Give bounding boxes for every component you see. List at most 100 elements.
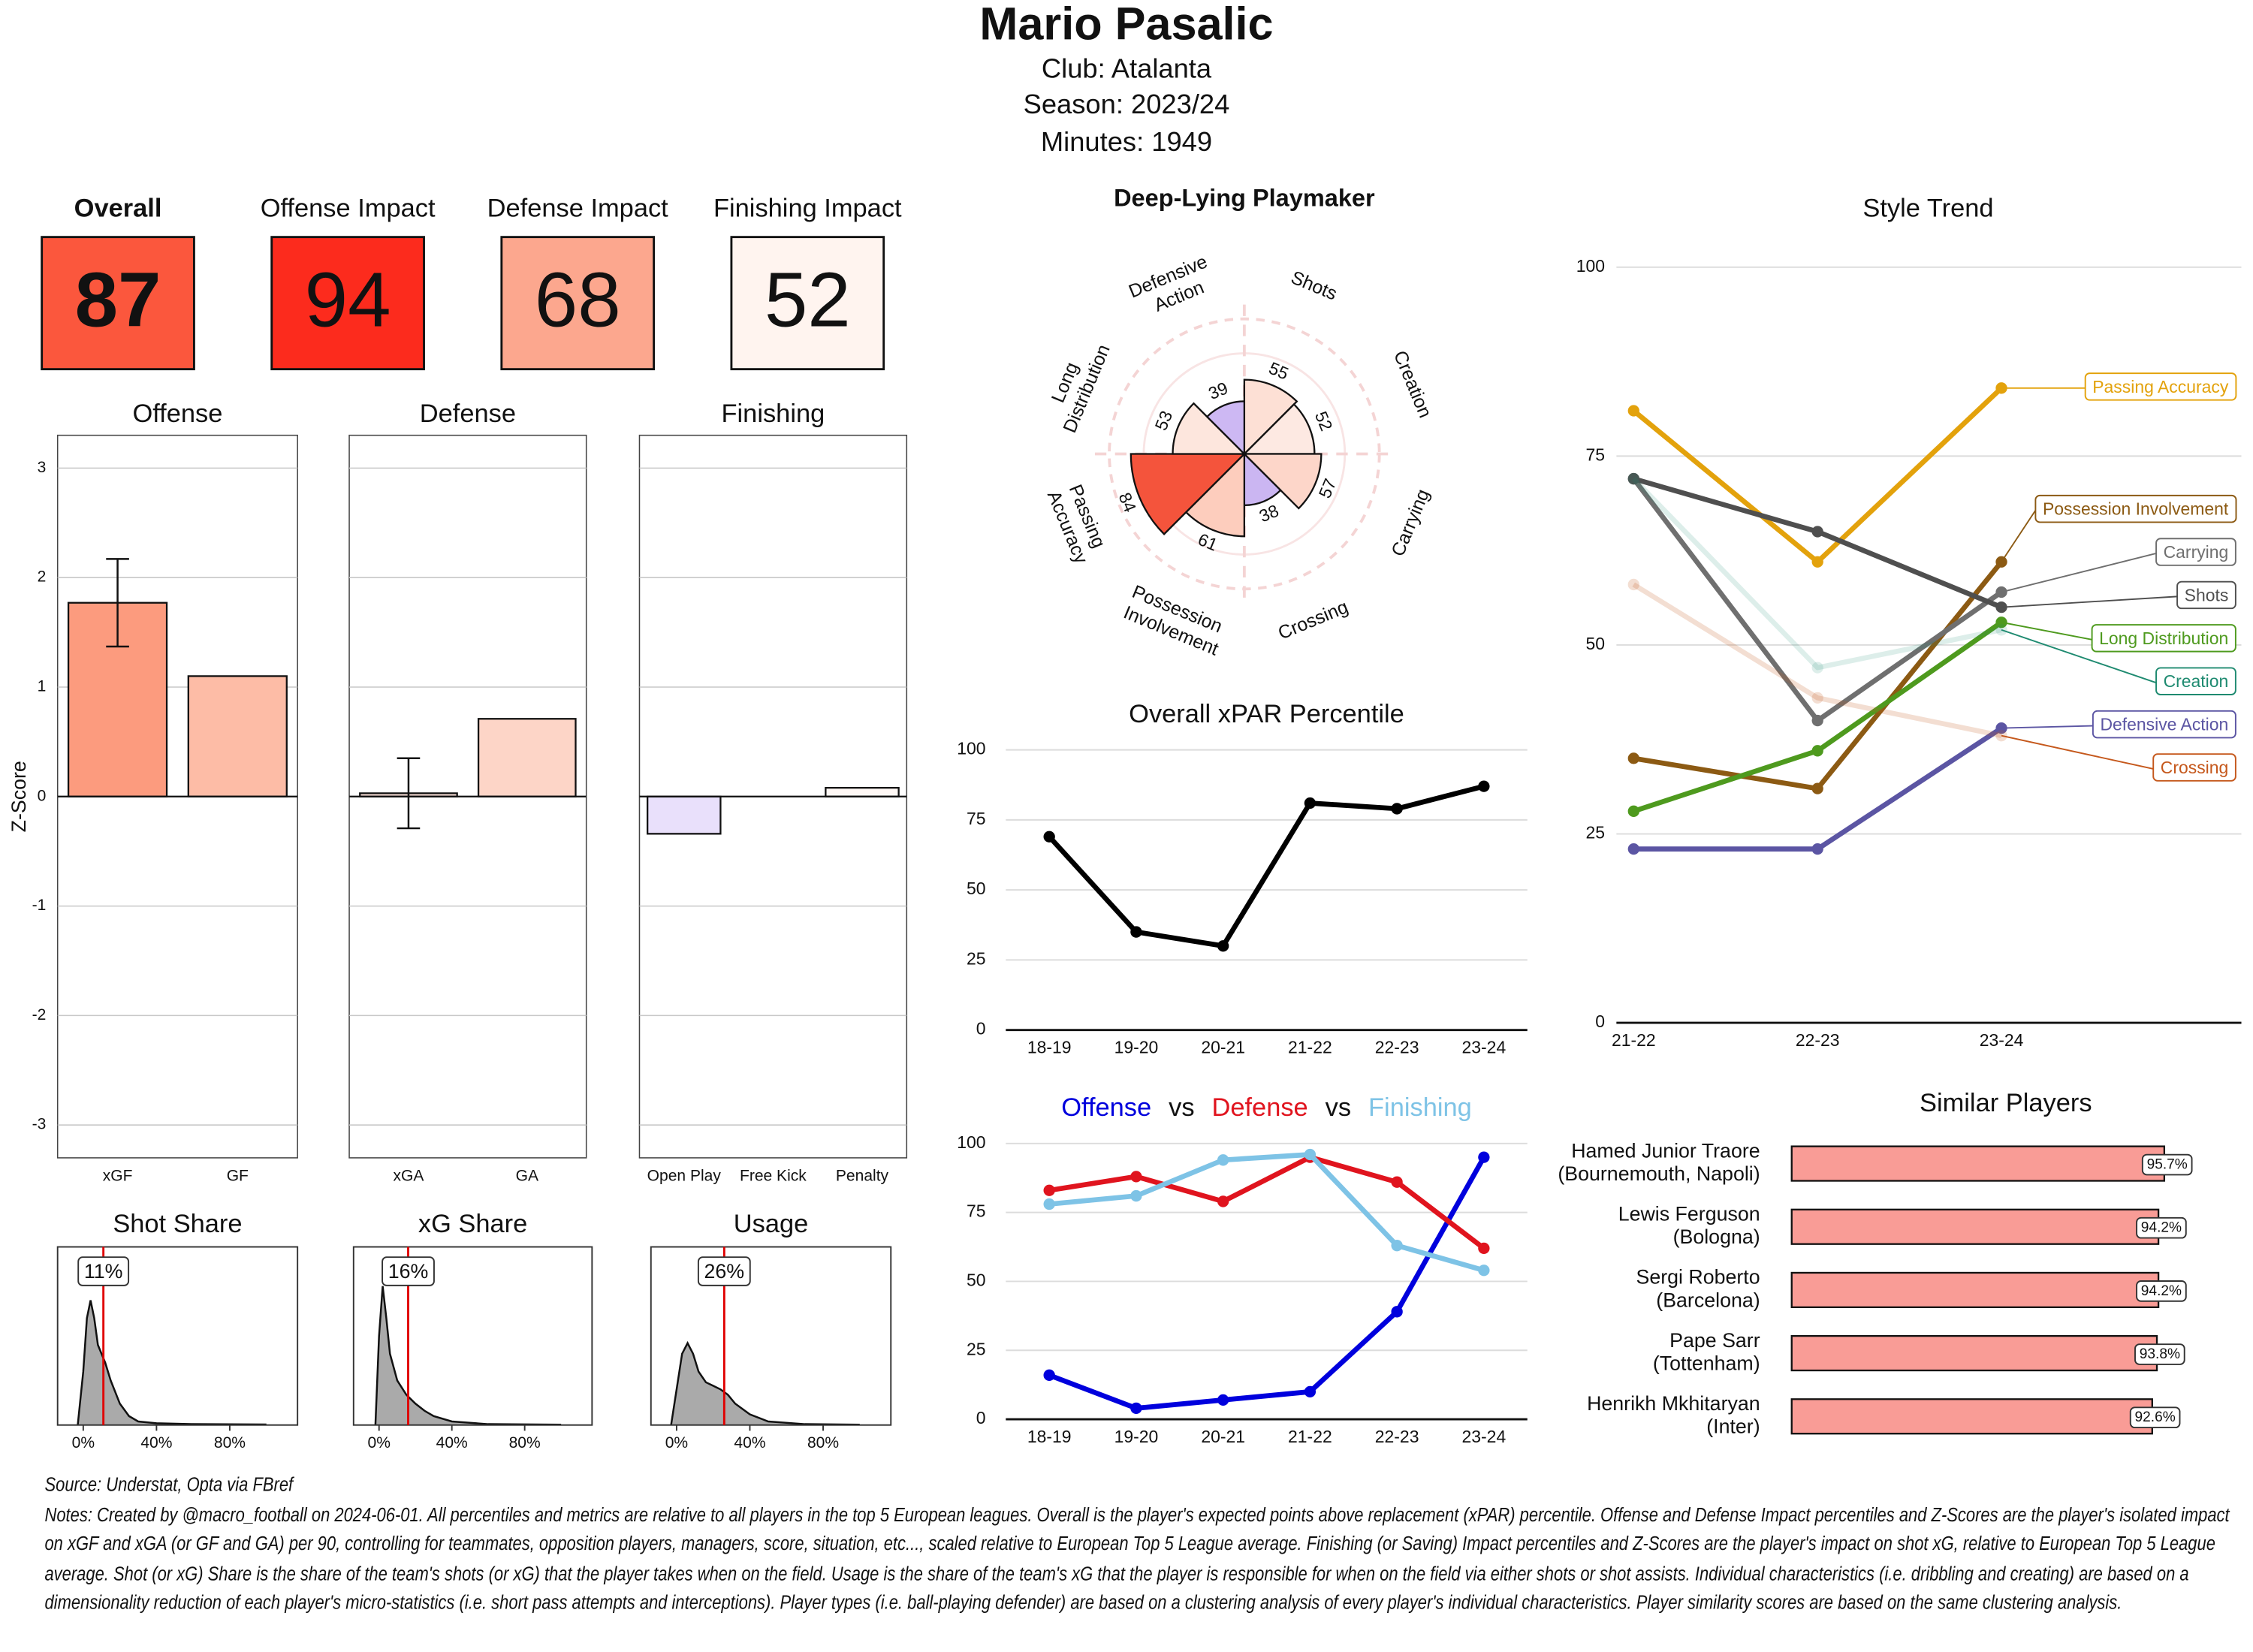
- density-area: [374, 1286, 562, 1426]
- bar: [1790, 1398, 2153, 1435]
- source: Source: Understat, Opta via FBref: [44, 1473, 294, 1496]
- legend-entry: Defense: [1211, 1093, 1307, 1122]
- error-bar: [397, 757, 421, 830]
- player-name: Pape Sarr: [1669, 1329, 1760, 1352]
- axis-label: Possession Involvement: [1120, 581, 1230, 660]
- label-box: [2092, 710, 2236, 739]
- chart-title: Deep-Lying Playmaker: [1114, 185, 1375, 212]
- series-point: [1391, 1176, 1403, 1188]
- player-team: (Bologna): [1673, 1225, 1760, 1248]
- season: Season: 2023/24: [1024, 89, 1230, 119]
- label-box: [2084, 372, 2237, 401]
- y-tick-label: 50: [1586, 634, 1606, 653]
- series-point: [1043, 831, 1055, 843]
- polar-bar: [1242, 453, 1323, 510]
- label-connector: [2001, 725, 2093, 729]
- series-point: [1811, 843, 1823, 855]
- x-tick-label: 19-20: [1114, 1038, 1159, 1057]
- axis-label: Crossing: [1275, 596, 1351, 644]
- panel-title: Finishing: [722, 399, 825, 428]
- panel-frame: [352, 1246, 593, 1426]
- series-point: [1811, 714, 1823, 727]
- score-box: [500, 236, 656, 371]
- x-tick-label: 0%: [72, 1434, 95, 1452]
- score-box: [41, 236, 195, 371]
- value-label: 39: [1205, 378, 1231, 403]
- series-point: [1217, 1195, 1229, 1207]
- polar-bar: [1243, 378, 1298, 457]
- value-label: 95.7%: [2147, 1157, 2188, 1173]
- series-point: [1627, 752, 1639, 764]
- label-box: [2034, 494, 2237, 523]
- x-tick-label: GA: [516, 1167, 538, 1184]
- series-line: [1048, 1156, 1486, 1411]
- bar: [647, 795, 722, 835]
- panel-title: Usage: [734, 1210, 809, 1238]
- y-tick-label: 75: [967, 1201, 986, 1221]
- axis-label: Creation: [1389, 348, 1436, 421]
- y-tick-label: 100: [1576, 256, 1605, 276]
- y-tick-label: 25: [1586, 823, 1606, 843]
- score-label: Finishing Impact: [713, 194, 902, 222]
- label-box: [2134, 1343, 2185, 1365]
- score-box: [730, 236, 885, 371]
- x-tick-label: 23-24: [1462, 1038, 1507, 1057]
- x-tick-label: 19-20: [1114, 1427, 1159, 1446]
- score-value: 68: [535, 256, 621, 343]
- y-tick-label: 1: [38, 678, 47, 695]
- legend-entry: Finishing: [1368, 1093, 1472, 1122]
- end-label: Shots: [2185, 585, 2229, 604]
- marker-label: 26%: [704, 1260, 745, 1283]
- series-point: [1391, 1240, 1403, 1252]
- x-tick-label: GF: [227, 1167, 249, 1184]
- series-point: [1217, 1394, 1229, 1406]
- bar: [477, 718, 577, 797]
- x-tick-label: 23-24: [1980, 1030, 2024, 1050]
- series-point: [1304, 797, 1317, 809]
- x-tick-label: 20-21: [1201, 1427, 1245, 1446]
- axis-label: Long Distribution: [1038, 333, 1114, 436]
- legend-entry: Offense: [1061, 1093, 1151, 1122]
- series-point: [1627, 578, 1639, 591]
- axis-label: Defensive Action: [1126, 249, 1224, 322]
- x-tick-label: 0%: [665, 1434, 688, 1452]
- label-connector: [2001, 553, 2157, 593]
- panel-frame: [650, 1246, 892, 1426]
- density-area: [670, 1340, 860, 1426]
- series-point: [1043, 1369, 1055, 1381]
- end-label: Passing Accuracy: [2092, 377, 2229, 396]
- series-point: [1304, 1148, 1317, 1161]
- player-team: (Barcelona): [1656, 1289, 1760, 1311]
- x-tick-label: 22-23: [1796, 1030, 1840, 1050]
- label-box: [2176, 580, 2236, 610]
- player-team: (Tottenham): [1653, 1352, 1760, 1374]
- marker-label: 11%: [84, 1260, 123, 1283]
- bar: [1790, 1208, 2160, 1245]
- bar: [1790, 1271, 2160, 1309]
- series-point: [1811, 782, 1823, 794]
- polar-bar: [1242, 402, 1316, 455]
- legend-title: Offense vs Defense vs Finishing: [1061, 1093, 1472, 1122]
- series-line: [1048, 1152, 1485, 1273]
- end-label: Possession Involvement: [2043, 499, 2229, 519]
- series-point: [1627, 843, 1639, 855]
- y-tick-label: -1: [32, 897, 47, 914]
- x-tick-label: 22-23: [1375, 1038, 1419, 1057]
- label-connector: [2001, 621, 2092, 641]
- x-tick-label: 21-22: [1288, 1427, 1332, 1446]
- axis-label: Carrying: [1387, 486, 1434, 559]
- series-point: [1478, 780, 1490, 792]
- y-tick-label: 25: [967, 1339, 986, 1358]
- x-tick-label: 21-22: [1288, 1038, 1332, 1057]
- label-connector: [2001, 510, 2037, 562]
- series-point: [1811, 556, 1823, 568]
- value-label: 38: [1256, 501, 1282, 526]
- series-line: [1631, 477, 2002, 671]
- y-tick-label: 75: [1586, 445, 1606, 464]
- label-box: [2152, 753, 2236, 782]
- polar-bar: [1184, 451, 1246, 538]
- label-connector: [2001, 629, 2157, 684]
- value-label: 53: [1151, 408, 1176, 433]
- x-tick-label: 0%: [368, 1434, 391, 1452]
- axis-label: Shots: [1288, 267, 1340, 304]
